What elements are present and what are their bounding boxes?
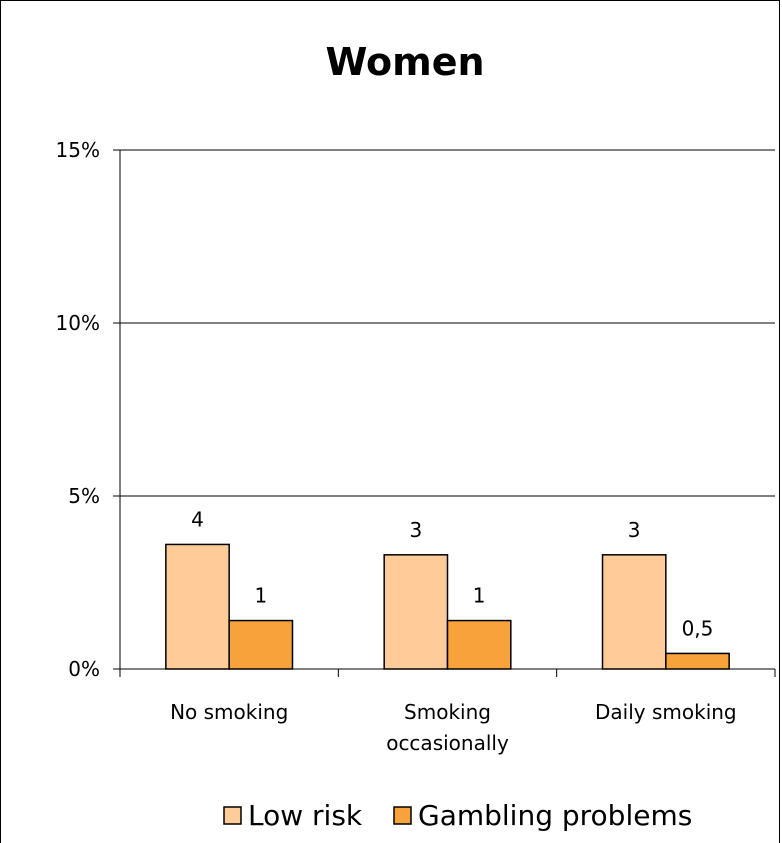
data-label: 0,5 <box>682 616 714 640</box>
legend: Low risk Gambling problems <box>223 799 692 832</box>
bar <box>446 619 512 670</box>
legend-swatch <box>393 806 412 825</box>
chart-title: Women <box>325 40 484 84</box>
legend-label: Gambling problems <box>418 799 692 832</box>
data-label: 4 <box>191 507 204 531</box>
y-tick-label: 15% <box>56 138 100 162</box>
bar <box>665 652 730 670</box>
legend-swatch <box>223 806 242 825</box>
category-label: occasionally <box>386 731 509 755</box>
data-label: 3 <box>409 518 422 542</box>
y-tick-label: 0% <box>68 657 100 681</box>
y-tick-label: 5% <box>68 484 100 508</box>
bar <box>165 543 230 670</box>
data-label: 3 <box>628 518 641 542</box>
data-label: 1 <box>254 584 267 608</box>
gridlines <box>120 149 775 497</box>
legend-label: Low risk <box>248 799 363 832</box>
bar <box>228 619 294 670</box>
category-labels: No smoking Smoking occasionally Daily smoki… <box>170 700 737 755</box>
y-tick-label: 10% <box>56 311 100 335</box>
category-label: Smoking <box>404 700 491 724</box>
data-label: 1 <box>473 584 486 608</box>
category-label: No smoking <box>170 700 288 724</box>
data-labels: 4 1 3 1 3 0,5 <box>191 507 713 640</box>
bar <box>383 554 449 670</box>
bar <box>601 554 667 670</box>
category-label: Daily smoking <box>595 700 737 724</box>
bars <box>165 543 730 670</box>
